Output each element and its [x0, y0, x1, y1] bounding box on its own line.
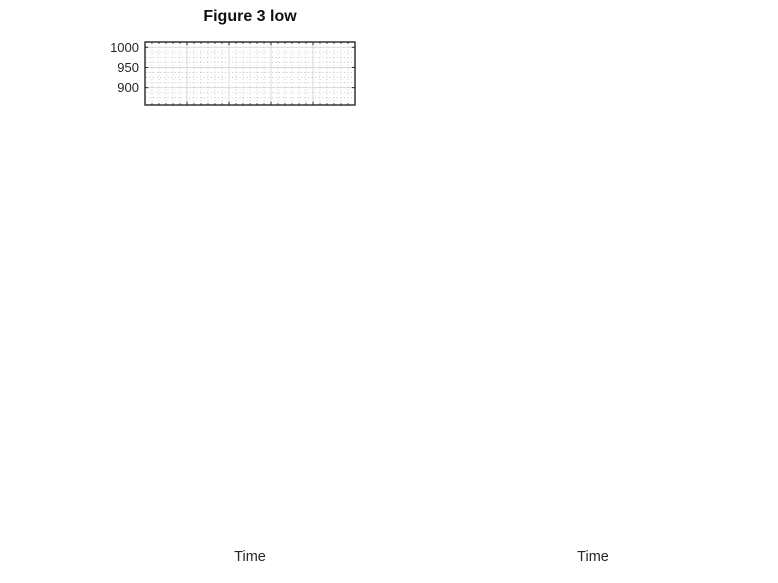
- subplot-svg-pressure: 900 950 1000: [110, 40, 356, 106]
- figure-title: Figure 3 low: [203, 8, 297, 25]
- major-grid: [145, 42, 355, 105]
- subplot-pressure: 900 950 1000: [67, 28, 367, 178]
- plot-box: [144, 41, 356, 106]
- x-axis-label-left: Time: [234, 549, 266, 565]
- y-tick-label: 1000: [110, 40, 139, 55]
- axis-ticks: [144, 42, 356, 105]
- y-tick-label: 900: [117, 80, 139, 95]
- y-tick-label: 950: [117, 60, 139, 75]
- x-axis-label-right: Time: [577, 549, 609, 565]
- minor-grid: [146, 43, 354, 104]
